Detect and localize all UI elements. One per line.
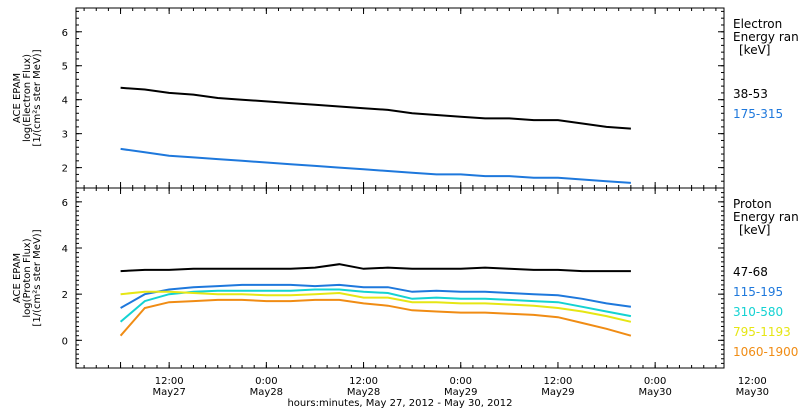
x-tick-label: 12:00 — [544, 376, 573, 387]
x-tick-date: May28 — [250, 387, 283, 398]
legend-title: Electron — [733, 17, 782, 31]
time-axis: 12:00May270:00May2812:00May280:00May2912… — [152, 376, 769, 409]
x-tick-date: May27 — [152, 387, 185, 398]
series-line — [120, 263, 631, 273]
x-tick-date: May29 — [444, 387, 477, 398]
x-tick-label: 12:00 — [349, 376, 378, 387]
legend-title: [keV] — [739, 223, 770, 237]
legend-title: Energy ran — [733, 30, 799, 44]
series-line — [119, 288, 632, 323]
y-tick-label: 4 — [62, 96, 68, 107]
x-tick-label: 12:00 — [155, 376, 184, 387]
x-tick-date: May30 — [638, 387, 671, 398]
x-tick-date: May29 — [541, 387, 574, 398]
y-tick-label: 0 — [62, 336, 68, 347]
y-axis-label: ACE EPAM — [12, 73, 23, 123]
y-tick-label: 5 — [62, 62, 68, 73]
x-tick-label: 0:00 — [450, 376, 472, 387]
legend-entry: 310-580 — [733, 305, 783, 319]
x-axis-label: hours:minutes, May 27, 2012 - May 30, 20… — [287, 398, 512, 409]
x-tick-label: 0:00 — [255, 376, 277, 387]
legend-entry: 38-53 — [733, 87, 768, 101]
y-tick-label: 2 — [62, 164, 68, 175]
y-axis-label: [1/(cm²s ster MeV)] — [32, 229, 43, 326]
legend-entry: 47-68 — [733, 265, 768, 279]
series-line — [120, 147, 631, 184]
legend-title: Energy ran — [733, 210, 799, 224]
x-tick-date: May30 — [736, 387, 769, 398]
y-tick-label: 2 — [62, 290, 68, 301]
y-tick-label: 3 — [62, 130, 68, 141]
x-tick-label: 0:00 — [644, 376, 666, 387]
series-line — [120, 86, 631, 130]
series-line — [119, 298, 632, 337]
legend-entry: 1060-1900 — [733, 345, 798, 359]
series-line — [120, 290, 632, 323]
y-tick-label: 4 — [62, 244, 68, 255]
y-axis-label: ACE EPAM — [12, 253, 23, 303]
proton-panel: 0 2 4 6 ACE EPAM log(Proton Flux) [1/(cm²s ste… — [12, 187, 799, 369]
legend-title: [keV] — [739, 43, 770, 57]
legend-entry: 115-195 — [733, 285, 783, 299]
y-tick-label: 6 — [62, 198, 68, 209]
legend-entry: 795-1193 — [733, 325, 791, 339]
legend-title: Proton — [733, 197, 772, 211]
legend-entry: 175-315 — [733, 107, 783, 121]
y-axis-label: log(Proton Flux) — [22, 238, 33, 317]
electron-panel: 2 3 4 5 6 ACE EPAM log(Electron Flux) [1/(cm²s … — [12, 7, 799, 189]
plot-frame — [75, 7, 725, 189]
x-tick-date: May28 — [347, 387, 380, 398]
y-tick-label: 6 — [62, 28, 68, 39]
plot-frame — [75, 187, 725, 369]
series-line — [120, 283, 632, 309]
x-tick-label: 12:00 — [738, 376, 767, 387]
y-axis-label: log(Electron Flux) — [22, 54, 33, 142]
y-axis-label: [1/(cm²s ster MeV)] — [32, 49, 43, 146]
